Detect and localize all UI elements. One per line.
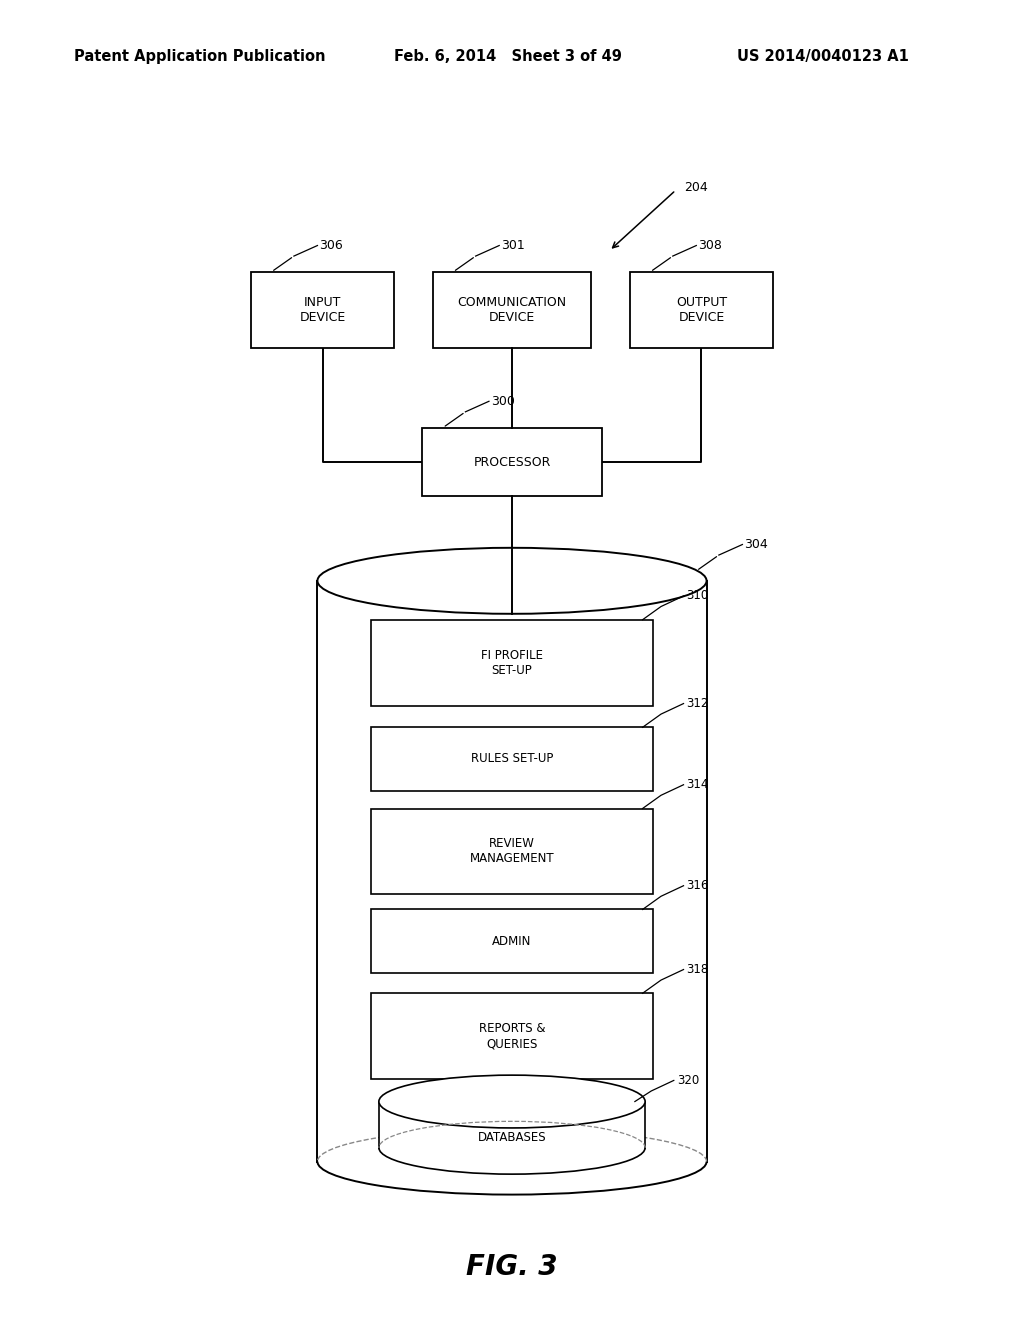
- Text: 316: 316: [686, 879, 709, 892]
- Text: Patent Application Publication: Patent Application Publication: [74, 49, 326, 65]
- Text: REPORTS &
QUERIES: REPORTS & QUERIES: [479, 1022, 545, 1051]
- Bar: [422, 428, 601, 496]
- Text: 312: 312: [686, 697, 709, 710]
- Bar: [317, 581, 707, 1162]
- Bar: [371, 993, 653, 1080]
- Text: 318: 318: [686, 964, 709, 975]
- Text: 320: 320: [677, 1074, 699, 1086]
- Text: DATABASES: DATABASES: [477, 1131, 547, 1144]
- Text: REVIEW
MANAGEMENT: REVIEW MANAGEMENT: [470, 837, 554, 866]
- Text: 314: 314: [686, 779, 709, 791]
- Text: OUTPUT
DEVICE: OUTPUT DEVICE: [676, 296, 727, 325]
- Text: FI PROFILE
SET-UP: FI PROFILE SET-UP: [481, 648, 543, 677]
- Ellipse shape: [379, 1074, 645, 1127]
- Text: 204: 204: [684, 181, 708, 194]
- Text: Feb. 6, 2014   Sheet 3 of 49: Feb. 6, 2014 Sheet 3 of 49: [394, 49, 623, 65]
- Text: 301: 301: [502, 239, 525, 252]
- Bar: [630, 272, 773, 348]
- Text: INPUT
DEVICE: INPUT DEVICE: [299, 296, 346, 325]
- Ellipse shape: [317, 548, 707, 614]
- Text: 304: 304: [744, 539, 768, 550]
- Text: 310: 310: [686, 590, 709, 602]
- Text: 308: 308: [698, 239, 722, 252]
- Bar: [371, 909, 653, 973]
- Bar: [371, 808, 653, 895]
- Bar: [371, 727, 653, 791]
- Text: COMMUNICATION
DEVICE: COMMUNICATION DEVICE: [458, 296, 566, 325]
- Text: RULES SET-UP: RULES SET-UP: [471, 752, 553, 766]
- Text: 306: 306: [319, 239, 343, 252]
- Text: US 2014/0040123 A1: US 2014/0040123 A1: [737, 49, 909, 65]
- Text: ADMIN: ADMIN: [493, 935, 531, 948]
- Bar: [371, 620, 653, 705]
- Text: FIG. 3: FIG. 3: [466, 1253, 558, 1282]
- Bar: [432, 272, 592, 348]
- Text: 300: 300: [492, 395, 515, 408]
- Text: PROCESSOR: PROCESSOR: [473, 455, 551, 469]
- Bar: [379, 1101, 645, 1147]
- Bar: [251, 272, 394, 348]
